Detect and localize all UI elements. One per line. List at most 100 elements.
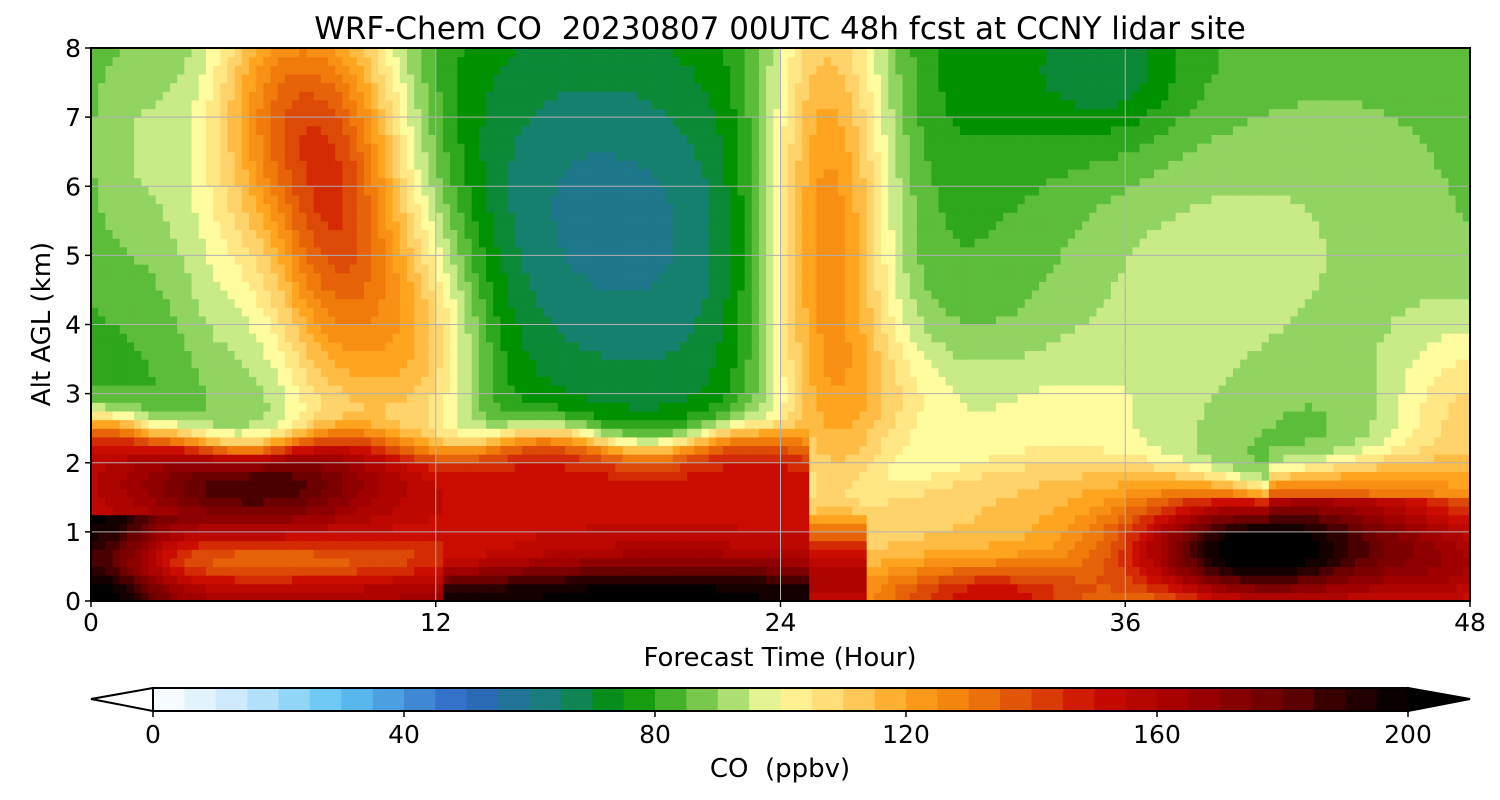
heatmap-cell: [134, 143, 142, 153]
heatmap-cell: [292, 575, 300, 585]
heatmap-cell: [320, 99, 329, 110]
heatmap-cell: [608, 177, 616, 187]
heatmap-cell: [263, 56, 272, 66]
heatmap-cell: [349, 151, 358, 161]
heatmap-cell: [615, 393, 624, 403]
heatmap-cell: [313, 117, 322, 127]
heatmap-cell: [256, 281, 264, 291]
heatmap-cell: [134, 73, 142, 84]
heatmap-cell: [191, 419, 200, 429]
heatmap-cell: [586, 471, 595, 481]
heatmap-cell: [421, 220, 430, 231]
heatmap-cell: [112, 203, 121, 213]
heatmap-cell: [392, 281, 401, 291]
heatmap-cell: [529, 557, 537, 568]
heatmap-cell: [636, 523, 645, 533]
heatmap-cell: [342, 238, 351, 248]
heatmap-cell: [162, 497, 171, 507]
heatmap-cell: [478, 65, 487, 75]
heatmap-cell: [119, 307, 128, 317]
heatmap-cell: [593, 203, 602, 213]
heatmap-cell: [249, 99, 257, 110]
heatmap-cell: [464, 393, 473, 403]
heatmap-cell: [220, 194, 229, 205]
heatmap-cell: [600, 436, 609, 447]
heatmap-cell: [105, 436, 114, 447]
heatmap-cell: [306, 281, 315, 291]
heatmap-cell: [241, 393, 250, 403]
heatmap-cell: [198, 298, 207, 308]
heatmap-cell: [263, 82, 272, 92]
heatmap-cell: [399, 289, 408, 300]
heatmap-cell: [543, 462, 552, 472]
heatmap-cell: [572, 255, 580, 265]
heatmap-cell: [565, 592, 573, 601]
heatmap-cell: [629, 168, 638, 179]
heatmap-cell: [205, 410, 214, 421]
heatmap-cell: [521, 48, 530, 58]
heatmap-cell: [335, 307, 343, 317]
heatmap-cell: [442, 341, 451, 352]
heatmap-cell: [514, 48, 523, 58]
heatmap-cell: [529, 592, 537, 601]
heatmap-cell: [615, 160, 624, 170]
heatmap-cell: [600, 194, 609, 205]
heatmap-cell: [507, 333, 516, 343]
heatmap-cell: [277, 523, 286, 533]
heatmap-cell: [622, 333, 631, 343]
heatmap-cell: [529, 289, 537, 300]
heatmap-cell: [514, 212, 523, 222]
heatmap-cell: [593, 117, 602, 127]
heatmap-cell: [435, 575, 444, 585]
heatmap-cell: [622, 454, 631, 464]
heatmap-cell: [435, 82, 444, 92]
heatmap-cell: [263, 48, 272, 58]
heatmap-cell: [148, 523, 157, 533]
heatmap-cell: [227, 419, 236, 429]
heatmap-cell: [105, 350, 114, 360]
heatmap-cell: [450, 454, 458, 464]
heatmap-cell: [134, 117, 142, 127]
heatmap-cell: [141, 82, 150, 92]
heatmap-cell: [385, 65, 394, 75]
heatmap-cell: [148, 91, 157, 101]
heatmap-cell: [414, 557, 422, 568]
heatmap-cell: [263, 454, 272, 464]
heatmap-cell: [543, 557, 552, 568]
heatmap-cell: [371, 307, 379, 317]
heatmap-cell: [543, 289, 552, 300]
heatmap-cell: [170, 549, 178, 559]
heatmap-cell: [600, 203, 609, 213]
heatmap-cell: [486, 393, 494, 403]
heatmap-cell: [608, 281, 616, 291]
heatmap-cell: [486, 91, 494, 101]
heatmap-cell: [507, 583, 516, 593]
heatmap-cell: [615, 134, 624, 144]
heatmap-cell: [349, 229, 358, 239]
heatmap-cell: [162, 194, 171, 205]
heatmap-cell: [651, 592, 659, 601]
heatmap-cell: [162, 177, 171, 187]
heatmap-cell: [241, 238, 250, 248]
heatmap-cell: [450, 531, 458, 542]
heatmap-cell: [529, 281, 537, 291]
heatmap-cell: [507, 229, 516, 239]
heatmap-cell: [385, 315, 394, 326]
heatmap-cell: [320, 540, 329, 550]
heatmap-cell: [119, 549, 128, 559]
heatmap-cell: [91, 108, 99, 118]
heatmap-cell: [98, 203, 106, 213]
heatmap-cell: [277, 125, 286, 136]
heatmap-cell: [493, 315, 501, 326]
heatmap-cell: [507, 393, 516, 403]
heatmap-cell: [450, 125, 458, 136]
heatmap-cell: [234, 523, 243, 533]
heatmap-cell: [378, 480, 387, 490]
heatmap-cell: [320, 566, 329, 576]
heatmap-cell: [205, 557, 214, 568]
heatmap-cell: [256, 540, 264, 550]
heatmap-cell: [313, 108, 322, 118]
heatmap-cell: [536, 324, 545, 334]
heatmap-cell: [213, 376, 221, 386]
heatmap-cell: [536, 117, 545, 127]
